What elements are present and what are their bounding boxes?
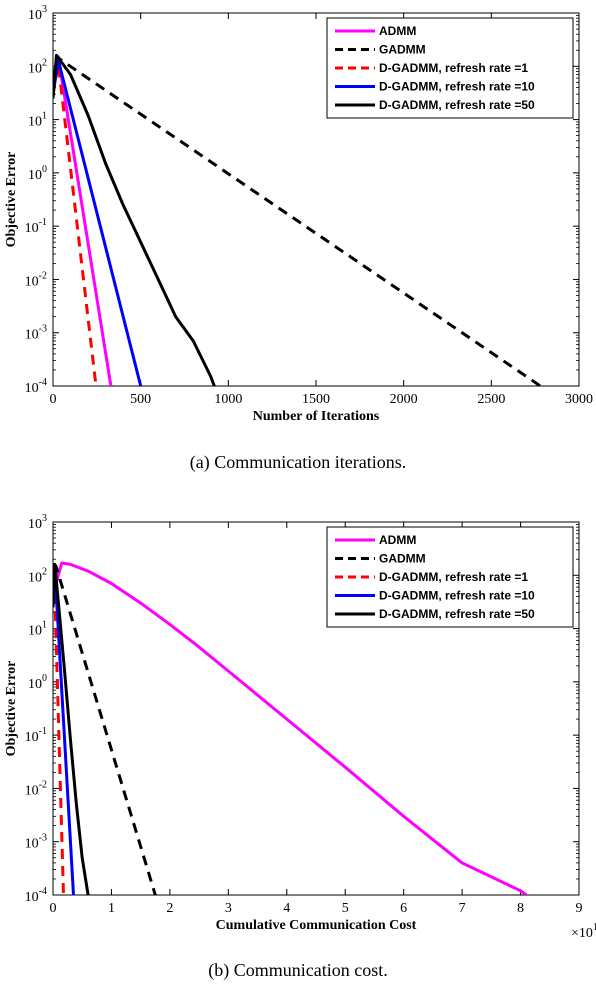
series-line-1 bbox=[54, 561, 528, 895]
y-tick-label: 103 bbox=[28, 4, 47, 23]
y-tick-label: 102 bbox=[28, 57, 47, 76]
legend-label-2: GADMM bbox=[379, 552, 426, 566]
legend: ADMM GADMM D-GADMM, refresh rate =1 D-GADMM… bbox=[326, 17, 574, 119]
x-axis-label: Cumulative Communication Cost bbox=[216, 918, 417, 933]
x-tick-label: 7 bbox=[459, 901, 466, 916]
x-tick-label: 0 bbox=[50, 392, 57, 407]
legend: ADMM GADMM D-GADMM, refresh rate =1 D-GADMM… bbox=[326, 526, 574, 628]
y-axis-label: Objective Error bbox=[4, 661, 19, 757]
figure-panel-b: 103 102 101 100 10-1 10-2 10-3 10-4 0 1 2 3 4 5 6 7 8 9 ×1… bbox=[0, 493, 596, 986]
x-tick-label: 2000 bbox=[390, 392, 418, 407]
legend-label-3: D-GADMM, refresh rate =1 bbox=[379, 61, 528, 75]
series-line-3 bbox=[53, 571, 65, 895]
y-tick-label: 10-3 bbox=[25, 324, 47, 343]
legend-label-3: D-GADMM, refresh rate =1 bbox=[379, 570, 528, 584]
x-tick-label: 3 bbox=[225, 901, 232, 916]
y-tick-label: 10-1 bbox=[25, 217, 47, 236]
x-tick-label: 0 bbox=[50, 901, 57, 916]
x-tick-label: 1 bbox=[108, 901, 115, 916]
legend-label-4: D-GADMM, refresh rate =10 bbox=[379, 80, 535, 94]
x-tick-label: 2 bbox=[166, 901, 173, 916]
x-tick-label: 4 bbox=[283, 901, 290, 916]
x-tick-label: 5 bbox=[342, 901, 349, 916]
legend-label-2: GADMM bbox=[379, 43, 426, 57]
legend-label-5: D-GADMM, refresh rate =50 bbox=[379, 607, 535, 621]
legend-label-5: D-GADMM, refresh rate =50 bbox=[379, 98, 535, 112]
caption-a: (a) Communication iterations. bbox=[189, 452, 407, 472]
y-tick-label: 101 bbox=[28, 620, 47, 639]
figure-panel-a: 103 102 101 100 10-1 10-2 10-3 10-4 0 500 1000 1500… bbox=[4, 4, 593, 472]
y-tick-label: 10-4 bbox=[25, 886, 47, 905]
y-tick-label: 10-3 bbox=[25, 833, 47, 852]
y-tick-label: 103 bbox=[28, 513, 47, 532]
x-tick-label: 500 bbox=[130, 392, 151, 407]
legend-label-4: D-GADMM, refresh rate =10 bbox=[379, 589, 535, 603]
x-tick-label: 1000 bbox=[214, 392, 242, 407]
caption-b: (b) Communication cost. bbox=[208, 960, 388, 980]
y-axis-label: Objective Error bbox=[4, 152, 19, 248]
chart-communication-cost: 103 102 101 100 10-1 10-2 10-3 10-40 1 2 3 4 5 6 7 8 9 ×1… bbox=[4, 513, 596, 941]
y-tick-label: 100 bbox=[28, 673, 47, 692]
y-tick-label: 101 bbox=[28, 111, 47, 130]
y-tick-label: 102 bbox=[28, 566, 47, 585]
x-multiplier-label: ×1010 bbox=[571, 922, 596, 941]
y-tick-label: 100 bbox=[28, 164, 47, 183]
x-tick-label: 8 bbox=[517, 901, 524, 916]
x-tick-label: 1500 bbox=[302, 392, 330, 407]
chart-iterations: 103 102 101 100 10-1 10-2 10-3 10-40 500 1000 1500… bbox=[4, 4, 593, 424]
x-tick-label: 9 bbox=[576, 901, 583, 916]
legend-label-1: ADMM bbox=[379, 533, 416, 547]
y-tick-label: 10-2 bbox=[25, 779, 47, 798]
y-tick-label: 10-1 bbox=[25, 726, 47, 745]
series-line-3 bbox=[53, 62, 98, 386]
x-tick-label: 2500 bbox=[477, 392, 505, 407]
y-tick-label: 10-2 bbox=[25, 270, 47, 289]
legend-label-1: ADMM bbox=[379, 24, 416, 38]
series-line-5 bbox=[53, 562, 90, 895]
x-tick-label: 3000 bbox=[565, 392, 593, 407]
y-tick-label: 10-4 bbox=[25, 377, 47, 396]
x-axis-label: Number of Iterations bbox=[253, 409, 380, 424]
x-tick-label: 6 bbox=[400, 901, 407, 916]
series-line-5 bbox=[53, 53, 216, 386]
